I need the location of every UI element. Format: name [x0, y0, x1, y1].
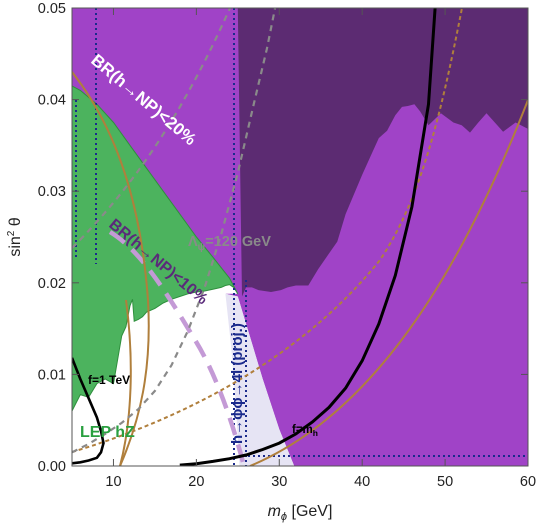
label-f-1tev: f=1 TeV [88, 373, 130, 387]
y-tick-label: 0.03 [38, 184, 66, 200]
x-axis-title: mϕ [GeV] [268, 503, 333, 523]
y-tick-label: 0.00 [38, 459, 66, 475]
label-lambda-psi: Λψ=120 GeV [188, 234, 271, 253]
brown-curve-right [249, 99, 528, 466]
plot-frame [71, 7, 529, 467]
f-1tev-curve [72, 357, 105, 465]
y-axis-title: sin2 θ [6, 217, 24, 256]
lep-hz-excluded-region [72, 85, 239, 412]
brown-dashed-curve [72, 8, 463, 453]
br20-excluded-region [72, 8, 528, 297]
y-tick-label: 0.01 [38, 367, 66, 383]
brown-curve-inner [119, 299, 132, 466]
f-mh-curve [179, 8, 437, 466]
label-h4l-proj: h→ϕϕ→4l (proj.) [229, 323, 246, 444]
lavender-dashed-curve [108, 230, 247, 466]
x-tick-label: 10 [105, 474, 121, 490]
plot-area: BR(h→NP)<20% BR(h→NP)<10% Λψ=120 GeV h→ϕ… [72, 8, 528, 466]
x-tick-label: 50 [437, 474, 453, 490]
label-lep-hz: LEP hZ [80, 424, 135, 441]
x-tick-label: 20 [188, 474, 204, 490]
lambda-psi-120gev-curve [72, 8, 277, 454]
label-f-mh: f=mh [292, 424, 318, 438]
gray-dashed-curve [72, 8, 232, 249]
projection-region [225, 293, 295, 466]
x-tick-label: 40 [354, 474, 370, 490]
y-tick-label: 0.05 [38, 1, 66, 17]
x-tick-label: 60 [520, 474, 536, 490]
y-tick-label: 0.04 [38, 93, 66, 109]
y-tick-label: 0.02 [38, 276, 66, 292]
axis-ticks: 10 20 30 40 50 60 0.00 0.01 0.02 0.03 0.04 0.05 [38, 1, 536, 490]
x-tick-label: 30 [271, 474, 287, 490]
brown-curve-left [72, 71, 150, 466]
